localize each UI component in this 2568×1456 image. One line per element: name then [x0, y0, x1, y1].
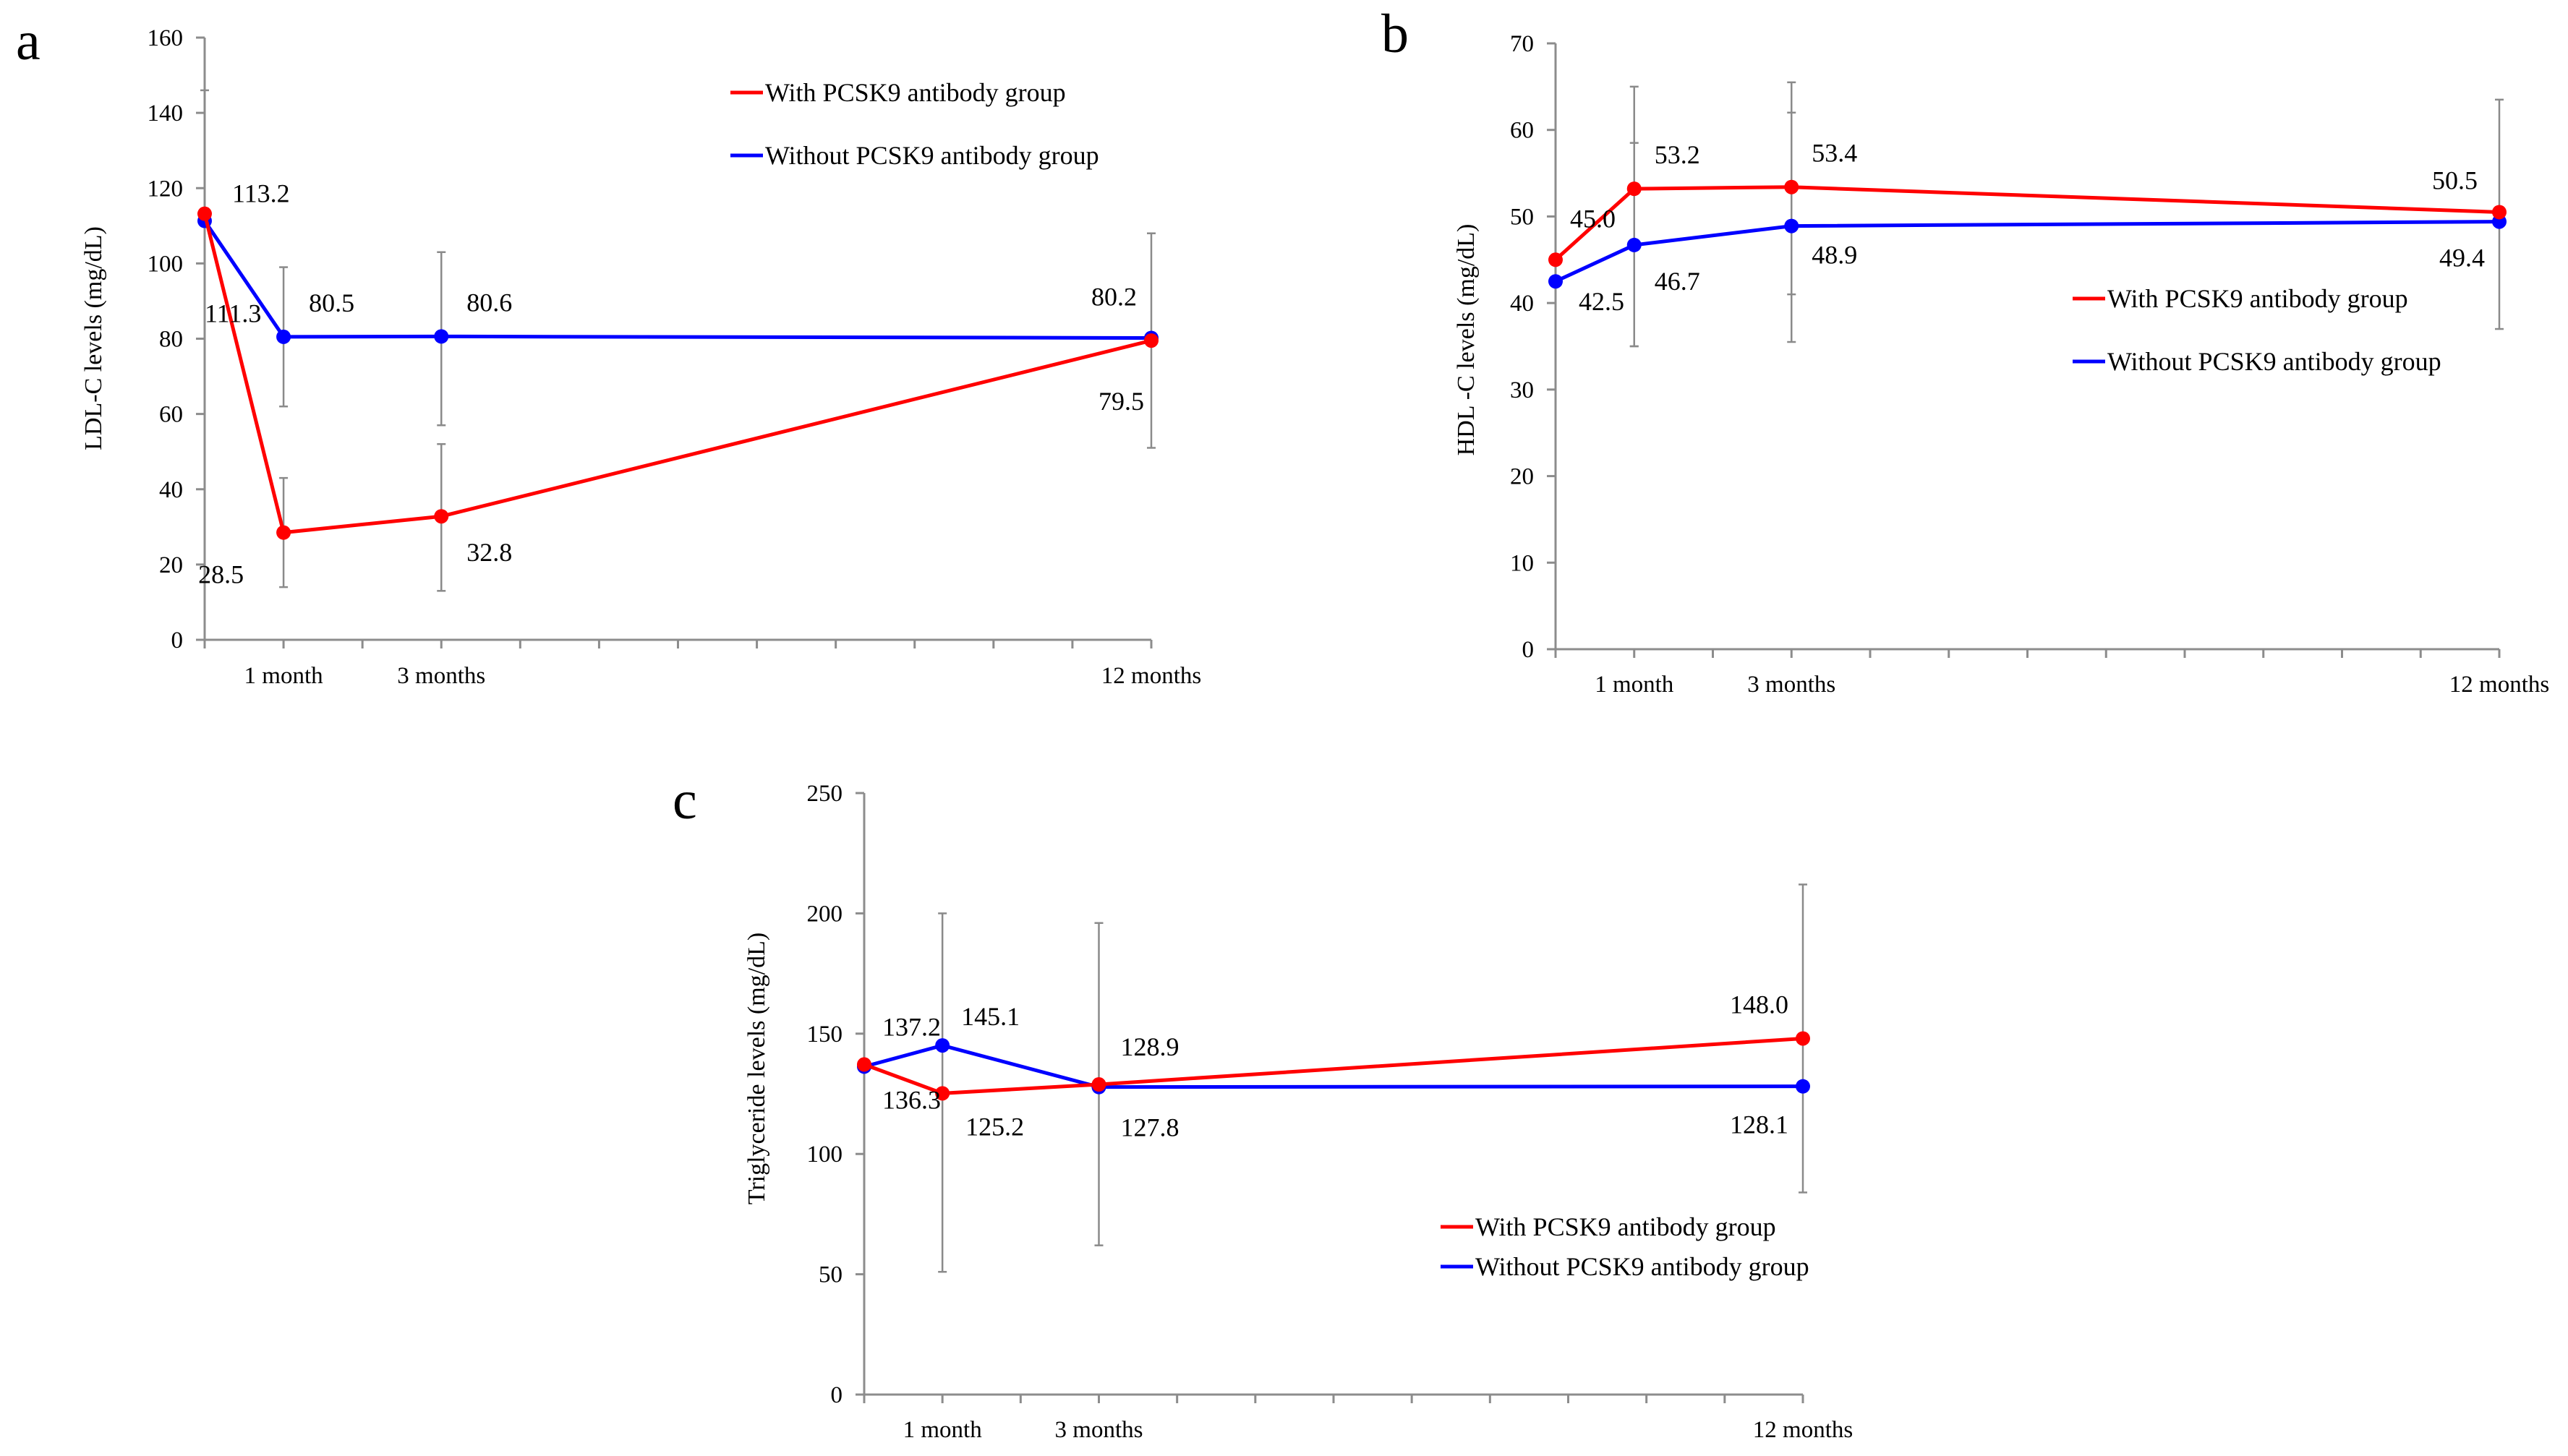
legend-label: Without PCSK9 antibody group	[2107, 347, 2441, 376]
data-point-without-pcsk9	[935, 1038, 950, 1053]
legend-label: With PCSK9 antibody group	[1475, 1212, 1776, 1241]
y-axis-title: HDL -C levels (mg/dL)	[1453, 224, 1480, 456]
data-label: 28.5	[198, 560, 244, 589]
data-point-with-pcsk9	[1784, 179, 1799, 194]
panel-label: b	[1381, 4, 1409, 64]
data-label: 79.5	[1099, 387, 1144, 416]
data-label: 127.8	[1121, 1113, 1180, 1142]
data-point-with-pcsk9	[857, 1057, 871, 1072]
data-label: 53.2	[1655, 140, 1700, 169]
y-tick-label: 160	[148, 25, 184, 51]
y-tick-label: 200	[807, 901, 843, 927]
data-label: 80.5	[309, 288, 354, 317]
y-tick-label: 250	[807, 781, 843, 807]
data-point-with-pcsk9	[434, 509, 449, 524]
y-tick-label: 120	[148, 176, 184, 202]
data-label: 145.1	[961, 1002, 1020, 1031]
data-label: 80.6	[466, 288, 512, 317]
y-axis-title: Triglyceride levels (mg/dL)	[743, 933, 770, 1204]
data-label: 148.0	[1730, 990, 1788, 1019]
y-axis-title: LDL-C levels (mg/dL)	[80, 226, 107, 450]
y-tick-label: 140	[148, 100, 184, 127]
data-label: 111.3	[205, 299, 261, 328]
x-tick-label: 1 month	[903, 1417, 983, 1443]
data-label: 42.5	[1579, 287, 1624, 316]
y-tick-label: 0	[1522, 637, 1535, 663]
data-label: 137.2	[882, 1012, 941, 1041]
y-tick-label: 20	[1510, 464, 1534, 490]
y-tick-label: 10	[1510, 550, 1534, 576]
data-point-with-pcsk9	[1796, 1031, 1810, 1046]
y-tick-label: 50	[1510, 204, 1534, 230]
x-tick-label: 3 months	[1055, 1417, 1143, 1443]
data-label: 49.4	[2439, 244, 2485, 273]
legend-label: Without PCSK9 antibody group	[765, 141, 1099, 170]
y-tick-label: 100	[807, 1142, 843, 1168]
data-label: 48.9	[1812, 241, 1857, 270]
data-point-without-pcsk9	[276, 329, 291, 344]
data-point-without-pcsk9	[434, 329, 449, 344]
data-point-with-pcsk9	[276, 525, 291, 540]
y-tick-label: 40	[1510, 291, 1534, 317]
data-point-without-pcsk9	[1784, 218, 1799, 234]
legend-label: With PCSK9 antibody group	[2107, 284, 2408, 313]
y-tick-label: 70	[1510, 31, 1534, 57]
series-line-without-pcsk9	[202, 220, 1152, 340]
y-tick-label: 0	[831, 1382, 843, 1408]
data-point-with-pcsk9	[2492, 205, 2507, 220]
legend-label: Without PCSK9 antibody group	[1475, 1252, 1809, 1281]
x-tick-label: 12 months	[1753, 1417, 1853, 1443]
x-tick-label: 12 months	[2449, 672, 2549, 698]
x-tick-label: 1 month	[244, 663, 324, 689]
data-label: 128.1	[1730, 1110, 1788, 1139]
x-tick-label: 1 month	[1595, 672, 1674, 698]
y-tick-label: 60	[1510, 118, 1534, 144]
y-tick-label: 80	[159, 327, 183, 353]
x-tick-label: 3 months	[1747, 672, 1835, 698]
data-label: 50.5	[2432, 166, 2478, 194]
data-label: 128.9	[1121, 1032, 1180, 1061]
data-label: 46.7	[1655, 267, 1700, 296]
data-point-with-pcsk9	[935, 1086, 950, 1101]
y-tick-label: 100	[148, 251, 184, 277]
chart-panel-a: a 0 20 40 60 80 100 120 140 160 1 month 3 months 12 …	[16, 11, 1201, 689]
chart-panel-c: c 0 50 100 150 200 250 1 month 3 months 12 months…	[673, 770, 1853, 1443]
y-tick-label: 40	[159, 477, 183, 503]
y-tick-label: 60	[159, 402, 183, 428]
data-label: 125.2	[965, 1112, 1024, 1141]
panel-label: c	[673, 770, 697, 831]
series-line-with-pcsk9	[863, 1036, 1804, 1095]
data-point-with-pcsk9	[1548, 252, 1563, 267]
series-line-with-pcsk9	[202, 213, 1152, 535]
y-tick-label: 0	[171, 628, 184, 654]
x-tick-label: 12 months	[1101, 663, 1201, 689]
series-line-without-pcsk9	[1554, 220, 2500, 283]
y-tick-label: 20	[159, 552, 183, 578]
data-label: 32.8	[466, 538, 512, 567]
data-label: 113.2	[232, 179, 290, 208]
data-point-with-pcsk9	[1144, 333, 1159, 348]
data-label: 136.3	[882, 1085, 941, 1114]
data-point-with-pcsk9	[1091, 1077, 1106, 1092]
chart-panel-b: b 0 10 20 30 40 50 60 70 1 month 3 months 12 months…	[1381, 4, 2549, 698]
data-label: 80.2	[1091, 282, 1137, 311]
data-point-with-pcsk9	[197, 206, 212, 221]
y-tick-label: 30	[1510, 377, 1534, 403]
legend-label: With PCSK9 antibody group	[765, 78, 1066, 107]
x-tick-label: 3 months	[397, 663, 485, 689]
panel-label: a	[16, 11, 40, 72]
data-label: 53.4	[1812, 139, 1857, 168]
data-point-with-pcsk9	[1626, 181, 1642, 197]
data-point-without-pcsk9	[1626, 237, 1642, 252]
series-line-with-pcsk9	[1554, 185, 2500, 262]
series-line-without-pcsk9	[863, 1043, 1804, 1089]
data-label: 45.0	[1570, 204, 1616, 233]
y-tick-label: 150	[807, 1022, 843, 1048]
y-tick-label: 50	[819, 1262, 843, 1288]
data-point-without-pcsk9	[1796, 1079, 1810, 1094]
data-point-without-pcsk9	[1548, 274, 1563, 289]
